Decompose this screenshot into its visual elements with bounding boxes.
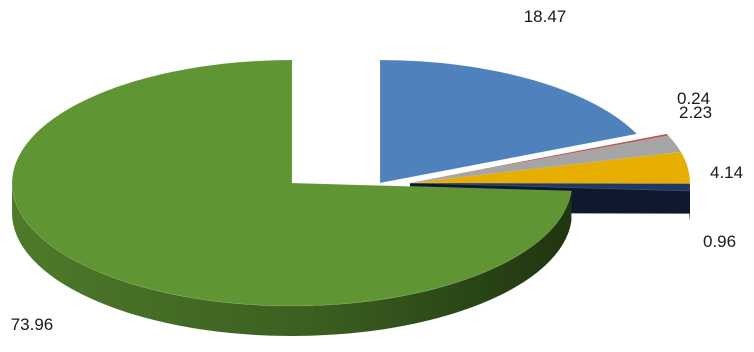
- data-label: 2.23: [679, 103, 712, 122]
- pie-labels: 18.47 0.242.23 4.14 0.96 73.96: [11, 7, 743, 334]
- data-label: 18.47: [524, 7, 567, 26]
- data-label: 73.96: [11, 315, 54, 334]
- pie-slice: [379, 59, 638, 184]
- slice-side: [12, 183, 572, 336]
- pie-slice: [409, 182, 691, 192]
- pie-slice: [409, 133, 669, 184]
- data-label: 0.96: [703, 232, 736, 251]
- data-label: 0.24: [677, 89, 710, 108]
- pie-slice: [409, 151, 691, 184]
- pie-tops: [11, 59, 691, 307]
- pie-slice: [11, 59, 572, 307]
- data-label: 4.14: [710, 163, 743, 182]
- pie-slice: [409, 135, 682, 184]
